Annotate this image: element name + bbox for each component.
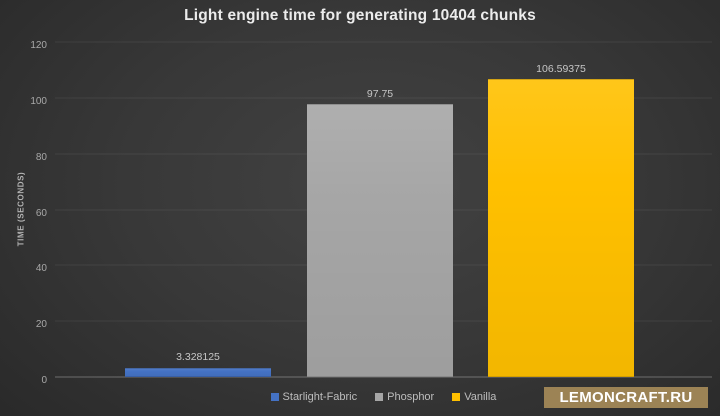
legend-swatch-icon [452,393,461,401]
value-label-vanilla: 106.59375 [536,62,586,75]
y-tick-label: 100 [30,95,47,107]
legend: Starlight-Fabric Phosphor Vanilla [55,391,712,403]
y-tick-label: 60 [35,207,47,219]
legend-label: Vanilla [464,391,497,403]
bar-group-phosphor: 97.75 [307,12,453,377]
y-tick-label: 0 [41,375,47,386]
bar-group-vanilla: 106.59375 [488,12,634,377]
bar-group-starlight-fabric: 3.328125 [125,12,271,377]
y-tick-label: 80 [35,151,47,163]
bar-vanilla [488,79,634,377]
gridline [55,41,712,43]
plot-area: 0 20 40 60 80 100 120 3.328125 97.75 106.59375 [30,41,712,386]
y-tick-label: 40 [35,263,47,275]
x-axis-line [55,376,712,378]
bar-phosphor [307,104,453,377]
legend-swatch-icon [375,393,384,401]
value-label-starlight-fabric: 3.328125 [176,351,220,364]
y-tick-label: 120 [30,40,47,51]
y-axis-title: TIME (SECONDS) [16,171,26,247]
y-tick-label: 20 [35,319,47,331]
value-label-phosphor: 97.75 [366,87,394,100]
chart-title: Light engine time for generating 10404 c… [184,7,536,24]
legend-label: Phosphor [387,391,435,403]
legend-label: Starlight-Fabric [282,391,358,403]
watermark-badge: LEMONCRAFT.RU [544,387,708,408]
gridline [55,97,712,99]
legend-item-starlight-fabric: Starlight-Fabric [270,391,358,403]
legend-item-phosphor: Phosphor [375,391,434,403]
legend-item-vanilla: Vanilla [452,391,496,403]
bar-starlight-fabric [125,367,271,377]
legend-swatch-icon [270,393,279,401]
